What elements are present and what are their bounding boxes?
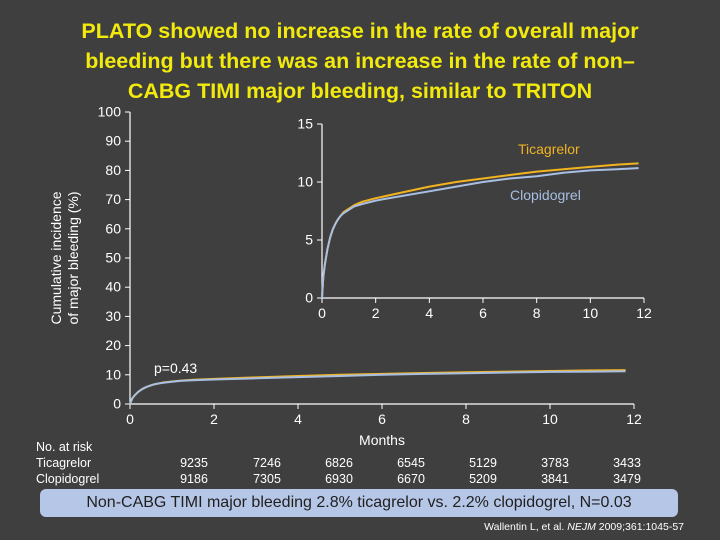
y-tick-label: 70	[105, 191, 121, 207]
x-tick-label: 8	[462, 411, 470, 427]
x-tick-label: 4	[425, 305, 433, 321]
x-tick-label: 0	[126, 411, 134, 427]
legend-label-ticagrelor: Ticagrelor	[518, 141, 580, 157]
risk-cell: 7305	[253, 472, 281, 486]
risk-cell: 3479	[613, 472, 641, 486]
risk-cell: 7246	[253, 456, 281, 470]
y-tick-label: 90	[105, 133, 121, 149]
y-tick-label: 10	[297, 174, 313, 190]
risk-cell: 3783	[541, 456, 569, 470]
citation: Wallentin L, et al. NEJM 2009;361:1045-5…	[484, 521, 684, 533]
title-line: CABG TIMI major bleeding, similar to TRI…	[127, 79, 593, 103]
title-line: PLATO showed no increase in the rate of …	[81, 19, 639, 43]
series-line-ticagrelor	[321, 162, 639, 299]
title-line: bleeding but there was an increase in th…	[85, 49, 635, 73]
y-axis-label-line: Cumulative incidence	[48, 191, 64, 324]
risk-table-header: No. at risk	[36, 440, 93, 454]
x-tick-label: 4	[294, 411, 302, 427]
x-tick-label: 2	[372, 305, 380, 321]
risk-cell: 9235	[180, 456, 208, 470]
risk-cell: 3433	[613, 456, 641, 470]
y-tick-label: 20	[105, 337, 121, 353]
x-tick-label: 10	[583, 305, 599, 321]
series-line-clopidogrel	[129, 370, 626, 405]
x-tick-label: 0	[318, 305, 326, 321]
y-tick-label: 100	[98, 104, 122, 120]
y-tick-label: 10	[105, 366, 121, 382]
y-tick-label: 50	[105, 250, 121, 266]
risk-table: No. at risk Ticagrelor 9235 7246 6826 6545 512…	[36, 440, 641, 486]
x-tick-label: 2	[210, 411, 218, 427]
risk-cell: 9186	[180, 472, 208, 486]
risk-cell: 6826	[325, 456, 353, 470]
legend-label-clopidogrel: Clopidogrel	[510, 187, 581, 203]
y-tick-label: 60	[105, 220, 121, 236]
y-tick-label: 80	[105, 162, 121, 178]
citation-rest: 2009;361:1045-57	[598, 521, 684, 533]
y-tick-label: 5	[305, 232, 313, 248]
risk-cell: 5209	[469, 472, 497, 486]
slide-title: PLATO showed no increase in the rate of …	[20, 16, 700, 106]
x-tick-label: 8	[533, 305, 541, 321]
x-tick-label: 10	[542, 411, 558, 427]
y-axis-label-line: of major bleeding (%)	[65, 191, 81, 324]
y-tick-label: 40	[105, 279, 121, 295]
y-tick-label: 30	[105, 308, 121, 324]
series-line-clopidogrel	[321, 167, 639, 299]
risk-row-label: Ticagrelor	[36, 456, 91, 470]
y-tick-label: 0	[113, 396, 121, 412]
p-value-annotation: p=0.43	[154, 360, 197, 376]
inset-plot: 0 5 10 15 0 2 4 6 8 10 12 Ticagrelor Clopidogrel	[297, 116, 652, 322]
risk-cell: 3841	[541, 472, 569, 486]
citation-journal: NEJM	[567, 521, 596, 533]
x-axis-label: Months	[359, 432, 405, 448]
citation-authors: Wallentin L, et al.	[484, 521, 565, 533]
risk-cell: 6545	[397, 456, 425, 470]
footer-note: Non-CABG TIMI major bleeding 2.8% ticagr…	[40, 489, 678, 517]
risk-cell: 6930	[325, 472, 353, 486]
y-tick-label: 0	[305, 290, 313, 306]
risk-cell: 6670	[397, 472, 425, 486]
risk-row-label: Clopidogrel	[36, 472, 99, 486]
x-tick-label: 6	[479, 305, 487, 321]
x-tick-label: 12	[626, 411, 642, 427]
risk-cell: 5129	[469, 456, 497, 470]
y-axis-label: Cumulative incidenceof major bleeding (%…	[48, 191, 81, 324]
x-tick-label: 6	[378, 411, 386, 427]
x-tick-label: 12	[636, 305, 652, 321]
y-tick-label: 15	[297, 116, 313, 132]
